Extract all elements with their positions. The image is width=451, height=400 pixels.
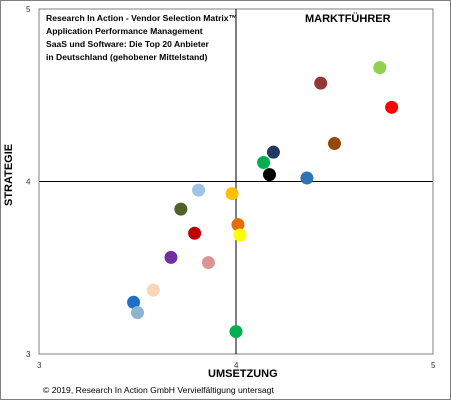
y-tick-label: 5	[26, 5, 31, 14]
data-point-15	[164, 250, 178, 264]
data-point-10	[225, 187, 239, 201]
x-tick-label: 4	[234, 361, 239, 370]
data-point-5	[266, 145, 280, 159]
data-points	[127, 61, 399, 339]
data-point-6	[257, 156, 271, 170]
chart-title-line-3: SaaS und Software: Die Top 20 Anbieter	[46, 39, 209, 49]
data-point-14	[233, 228, 247, 242]
x-tick-label: 5	[431, 361, 436, 370]
data-point-18	[127, 295, 141, 309]
data-point-3	[385, 100, 399, 114]
data-point-13	[188, 226, 202, 240]
x-axis-label: UMSETZUNG	[208, 368, 278, 380]
copyright-note: © 2019, Research In Action GmbH Vervielf…	[43, 385, 274, 395]
chart-title-line-1: Research In Action - Vendor Selection Ma…	[46, 13, 238, 23]
data-point-17	[146, 283, 160, 297]
data-point-1	[373, 61, 387, 75]
y-tick-label: 4	[26, 178, 31, 187]
y-axis-label: STRATEGIE	[3, 143, 15, 206]
data-point-8	[300, 171, 314, 185]
x-tick-label: 3	[37, 361, 42, 370]
data-point-20	[229, 325, 243, 339]
y-tick-label: 3	[26, 350, 31, 359]
quadrant-label-marktfuehrer: MARKTFÜHRER	[305, 13, 391, 25]
chart-title-line-2: Application Performance Management	[46, 26, 203, 36]
data-point-7	[262, 168, 276, 182]
data-point-19	[131, 306, 144, 320]
chart-title-line-4: in Deutschland (gehobener Mittelstand)	[46, 52, 208, 62]
data-point-2	[314, 76, 328, 90]
data-point-12	[231, 218, 245, 232]
axis-ticks: 3 4 5 3 4 5	[26, 5, 436, 370]
data-point-16	[201, 256, 215, 270]
data-point-9	[192, 183, 206, 197]
data-point-4	[328, 137, 341, 151]
data-point-11	[174, 202, 188, 216]
